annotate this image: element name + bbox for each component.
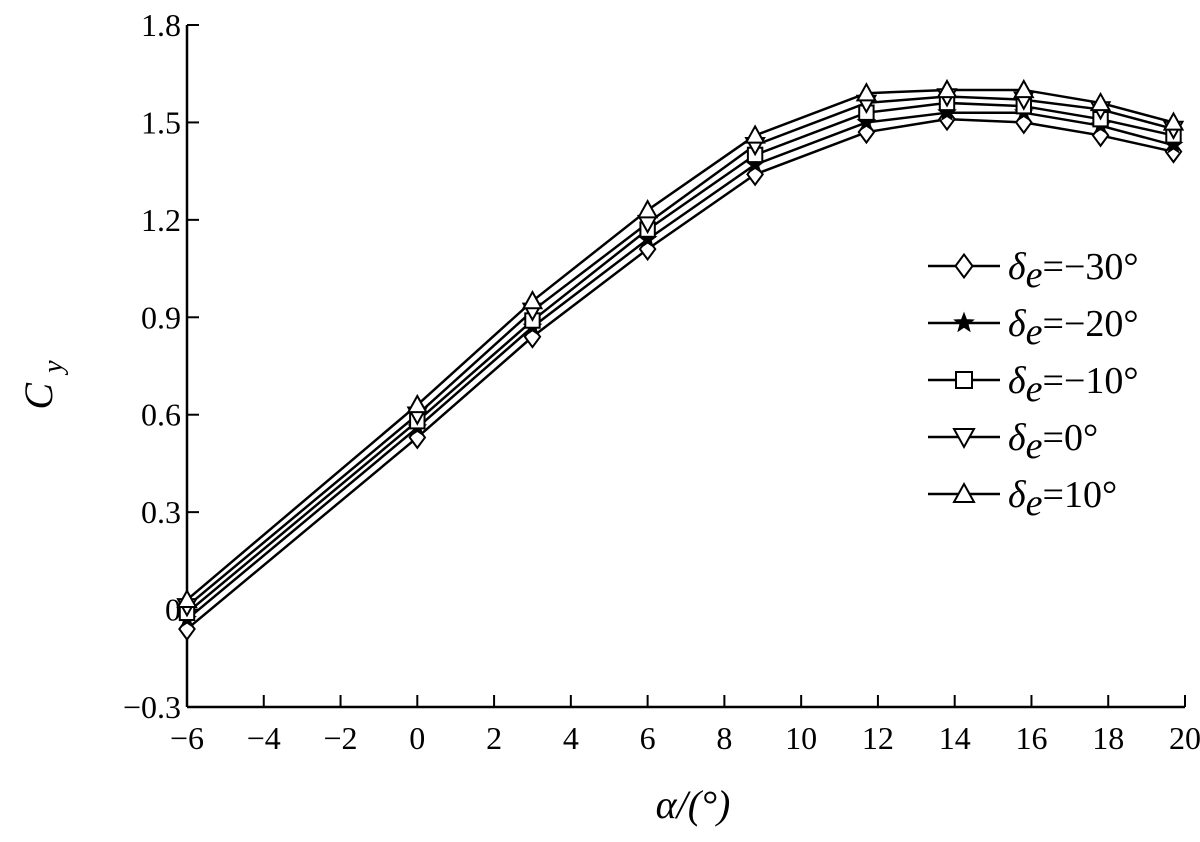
- legend-label: δe=−30°: [1008, 246, 1139, 296]
- x-tick-label: 20: [1169, 720, 1200, 756]
- y-tick-label: 1.2: [141, 202, 181, 238]
- data-point: [1162, 111, 1185, 131]
- series-line-2: [186, 111, 1174, 621]
- data-point: [938, 107, 956, 132]
- legend-marker: [955, 371, 973, 389]
- y-tick-label: 0: [165, 592, 181, 628]
- legend-value: =−20°: [1043, 303, 1139, 345]
- legend-subscript: e: [1026, 368, 1043, 410]
- data-point: [744, 124, 766, 144]
- legend-subscript: e: [1026, 311, 1043, 353]
- y-axis-title-main: C: [16, 382, 61, 410]
- legend-value: =0°: [1043, 417, 1099, 459]
- series-line-4: [186, 95, 1174, 608]
- x-tick-label: −6: [170, 720, 204, 756]
- x-tick-label: 16: [1015, 720, 1047, 756]
- x-tick-label: 10: [785, 720, 817, 756]
- x-tick-label: 2: [486, 720, 502, 756]
- legend-value: =10°: [1043, 474, 1118, 516]
- data-point: [636, 199, 659, 219]
- legend-subscript: e: [1026, 482, 1043, 524]
- legend: δe=−30°δe=−20°δe=−10°δe=0°δe=10°: [928, 246, 1139, 524]
- x-tick-label: 8: [716, 720, 732, 756]
- legend-item: δe=0°: [928, 417, 1098, 467]
- series-line-3: [186, 101, 1174, 614]
- legend-label: δe=−20°: [1008, 303, 1139, 353]
- x-tick-label: 12: [862, 720, 894, 756]
- series-line-1: [186, 117, 1174, 631]
- legend-subscript: e: [1026, 425, 1043, 467]
- legend-item: δe=−10°: [928, 360, 1139, 410]
- legend-value: =−10°: [1043, 360, 1139, 402]
- legend-marker: [954, 252, 974, 280]
- data-point: [521, 289, 544, 310]
- y-tick-label: 0.6: [141, 397, 181, 433]
- data-point: [855, 82, 878, 102]
- legend-value: =−30°: [1043, 246, 1139, 288]
- x-tick-label: −4: [247, 720, 281, 756]
- legend-subscript: e: [1026, 254, 1043, 296]
- data-point: [176, 588, 198, 609]
- y-axis-title: C y: [16, 360, 69, 410]
- series-markers: [176, 78, 1185, 642]
- data-point: [1013, 78, 1035, 99]
- y-axis-title-sub: y: [38, 360, 69, 376]
- y-tick-label: 1.5: [141, 104, 181, 140]
- series-line-5: [186, 88, 1174, 601]
- x-tick-label: 4: [563, 720, 579, 756]
- legend-symbol: δ: [1008, 474, 1027, 516]
- y-tick-label: 0.3: [141, 494, 181, 530]
- legend-marker: [952, 428, 976, 450]
- x-tick-label: 14: [939, 720, 971, 756]
- legend-symbol: δ: [1008, 246, 1027, 288]
- legend-item: δe=−20°: [928, 303, 1139, 353]
- legend-label: δe=−10°: [1008, 360, 1139, 410]
- legend-label: δe=10°: [1008, 474, 1117, 524]
- axes: −6 −4 −2 0 2 4 6 8 10 12 14 16 18 20 −0.3 0 0.3 0.6 0.9 1.2…: [123, 7, 1200, 756]
- legend-symbol: δ: [1008, 417, 1027, 459]
- y-tick-label: −0.3: [123, 689, 181, 725]
- series-lines: [186, 88, 1174, 631]
- legend-label: δe=0°: [1008, 417, 1098, 467]
- y-tick-label: 1.8: [141, 7, 181, 43]
- data-point: [1089, 91, 1112, 112]
- y-tick-label: 0.9: [141, 299, 181, 335]
- legend-symbol: δ: [1008, 303, 1027, 345]
- legend-item: δe=−30°: [928, 246, 1139, 296]
- legend-symbol: δ: [1008, 360, 1027, 402]
- legend-marker: [953, 311, 975, 333]
- x-axis-title: α/(°): [656, 782, 731, 827]
- x-tick-label: 0: [409, 720, 425, 756]
- x-tick-label: 18: [1092, 720, 1124, 756]
- legend-item: δe=10°: [928, 474, 1117, 524]
- data-point: [406, 393, 429, 414]
- x-tick-label: 6: [640, 720, 656, 756]
- data-point: [936, 78, 958, 99]
- x-tick-label: −2: [324, 720, 358, 756]
- legend-marker: [952, 481, 976, 503]
